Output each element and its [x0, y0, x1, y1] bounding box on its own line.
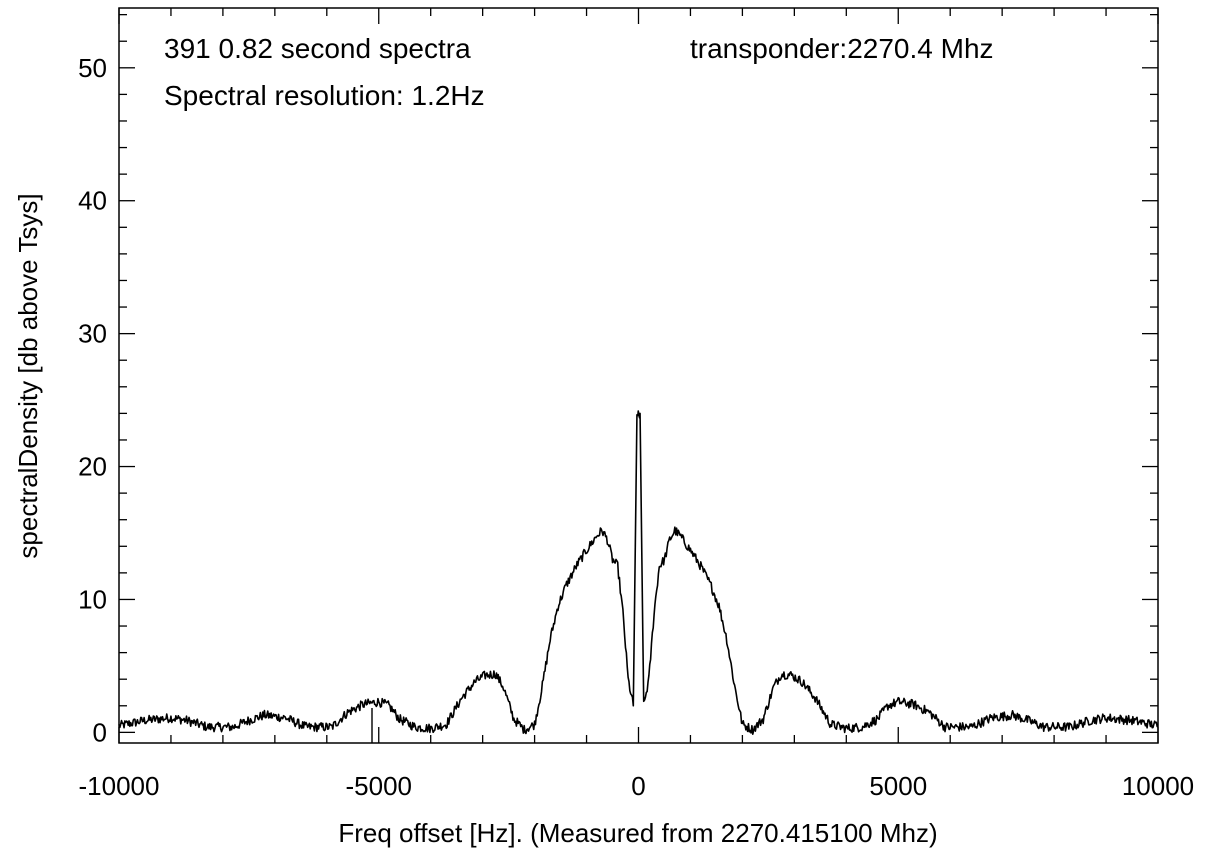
- annotation-transponder: transponder:2270.4 Mhz: [690, 33, 994, 64]
- spectral-density-line: [118, 410, 1159, 736]
- y-tick-label: 0: [93, 717, 107, 747]
- y-tick-label: 10: [78, 584, 107, 614]
- plot-frame: [118, 7, 1159, 744]
- x-tick-label: 10000: [1122, 771, 1194, 801]
- y-tick-label: 20: [78, 452, 107, 482]
- y-tick-label: 40: [78, 186, 107, 216]
- y-tick-label: 30: [78, 319, 107, 349]
- axis-tick-labels: -10000 -5000 0 5000 10000 0 10 20 30 40 50: [78, 53, 1194, 801]
- annotation-spectra-count: 391 0.82 second spectra: [164, 33, 471, 64]
- x-tick-label: -5000: [346, 771, 413, 801]
- x-tick-label: -10000: [79, 771, 160, 801]
- x-tick-label: 0: [631, 771, 645, 801]
- x-tick-label: 5000: [869, 771, 927, 801]
- x-axis-title: Freq offset [Hz]. (Measured from 2270.41…: [338, 818, 937, 848]
- annotation-resolution: Spectral resolution: 1.2Hz: [164, 80, 485, 111]
- y-tick-label: 50: [78, 53, 107, 83]
- axis-ticks: [118, 8, 1159, 743]
- y-axis-title: spectralDensity [db above Tsys]: [13, 193, 43, 558]
